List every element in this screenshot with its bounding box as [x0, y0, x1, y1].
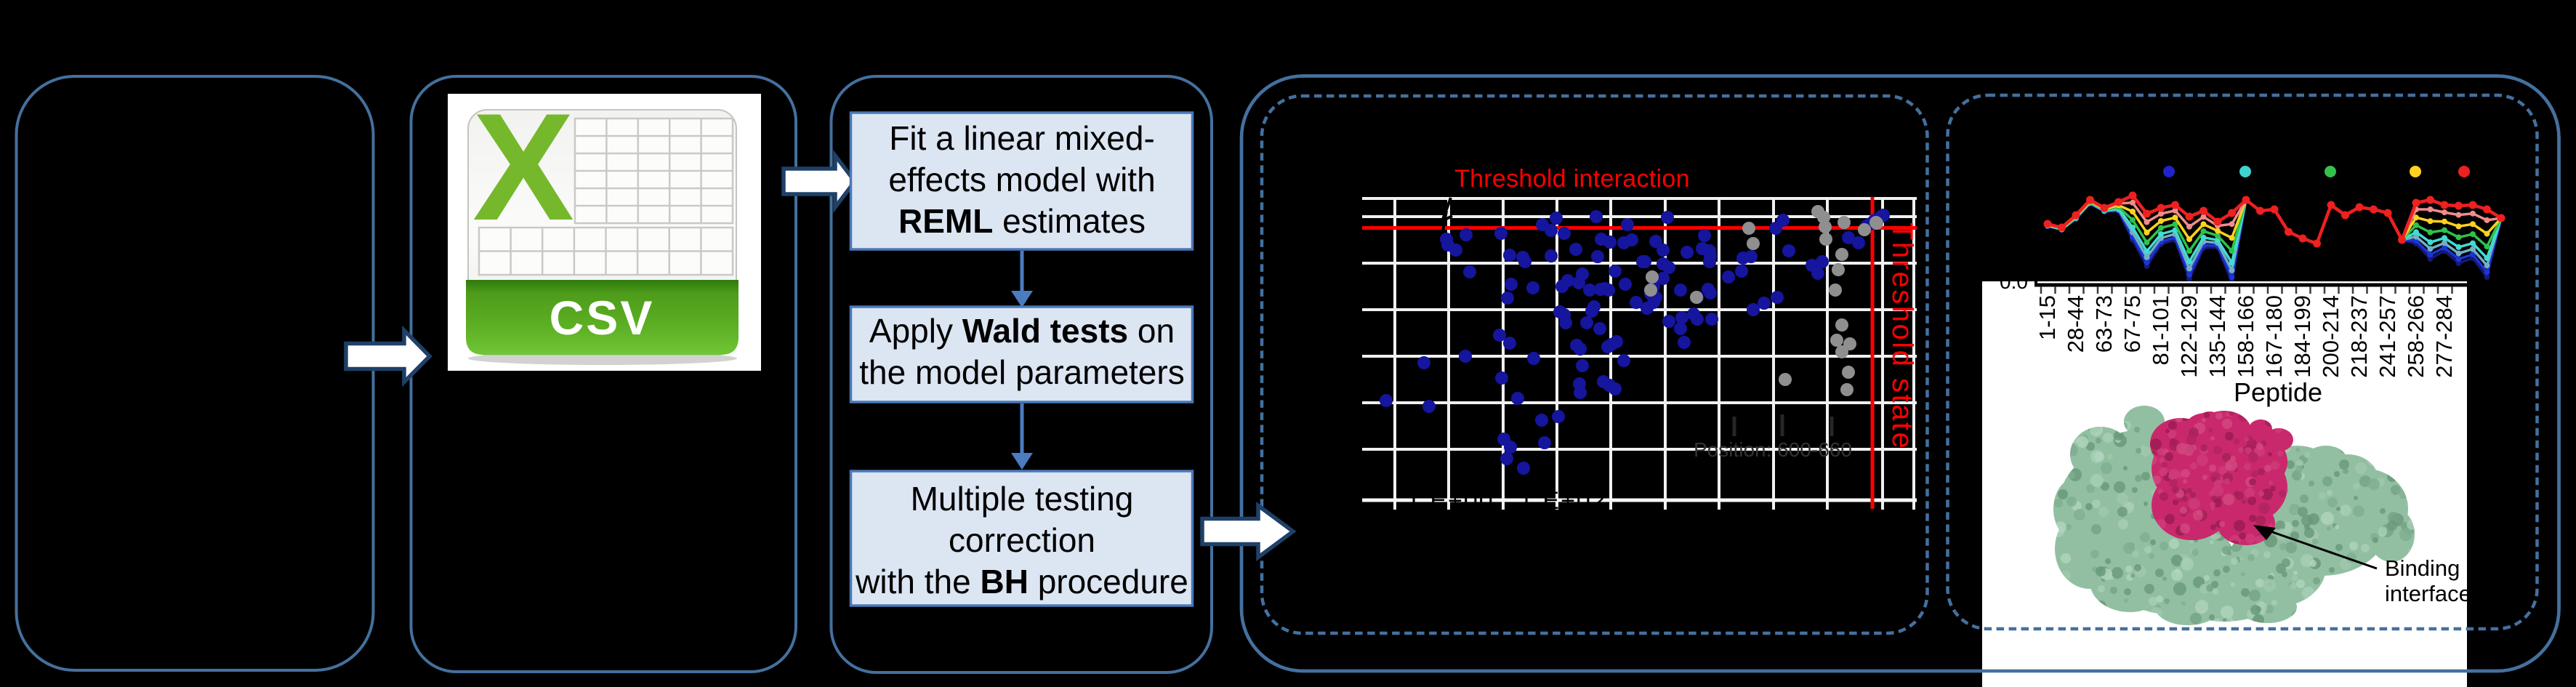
svg-text:1-15: 1-15 [2034, 295, 2060, 340]
svg-text:81-101: 81-101 [2148, 295, 2173, 366]
svg-text:200-214: 200-214 [2318, 295, 2343, 378]
svg-text:0.0: 0.0 [2000, 270, 2028, 293]
svg-text:Fit a linear mixed-: Fit a linear mixed- [889, 119, 1155, 157]
svg-text:241-257: 241-257 [2375, 295, 2400, 378]
svg-text:122-129: 122-129 [2176, 295, 2202, 378]
svg-text:Binding: Binding [2385, 555, 2460, 581]
svg-text:28-44: 28-44 [2063, 295, 2088, 353]
svg-text:REML estimates: REML estimates [898, 202, 1146, 240]
svg-text:277-284: 277-284 [2431, 295, 2457, 378]
svg-text:63-73: 63-73 [2091, 295, 2117, 353]
svg-text:correction: correction [949, 521, 1095, 559]
svg-text:CSV: CSV [550, 291, 655, 345]
svg-text:184-199: 184-199 [2290, 295, 2315, 378]
svg-text:Threshold state: Threshold state [1886, 222, 1918, 450]
svg-text:X: X [472, 81, 574, 252]
svg-text:effects model with: effects model with [888, 161, 1155, 198]
svg-text:167-180: 167-180 [2261, 295, 2287, 378]
svg-text:158-166: 158-166 [2233, 295, 2258, 378]
svg-text:interface: interface [2385, 581, 2471, 606]
svg-text:135-144: 135-144 [2205, 295, 2230, 378]
svg-text:Threshold interaction: Threshold interaction [1454, 165, 1690, 193]
svg-text:258-266: 258-266 [2403, 295, 2428, 378]
svg-text:the model parameters: the model parameters [859, 353, 1184, 391]
svg-text:Peptide: Peptide [2234, 377, 2322, 407]
svg-text:218-237: 218-237 [2346, 295, 2372, 378]
svg-text:Multiple testing: Multiple testing [911, 480, 1134, 518]
svg-text:1.E+00 1.E+02: 1.E+00 1.E+02 [1406, 487, 1607, 515]
svg-text:Position: 600-660: Position: 600-660 [1694, 438, 1852, 461]
svg-text:67-75: 67-75 [2120, 295, 2145, 353]
svg-text:with the BH procedure: with the BH procedure [855, 563, 1188, 600]
svg-text:Apply Wald tests on: Apply Wald tests on [869, 312, 1175, 350]
